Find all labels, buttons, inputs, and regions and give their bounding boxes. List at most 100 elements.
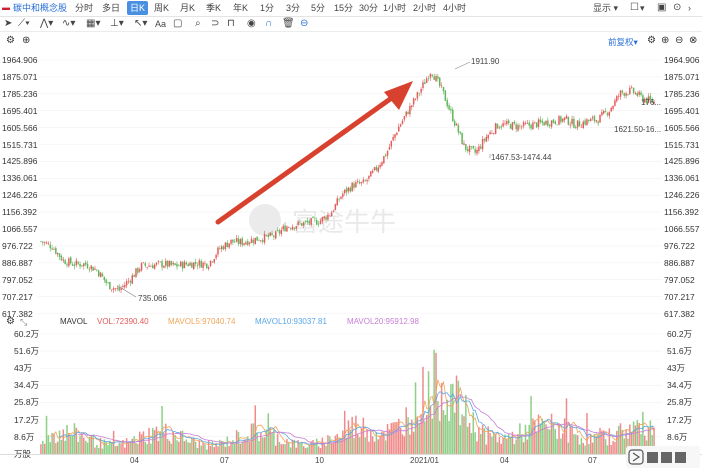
period-tab-13[interactable]: 2小时	[413, 3, 437, 13]
candle-body	[191, 263, 193, 268]
candle-body	[99, 272, 102, 278]
volume-bar	[463, 416, 465, 454]
candle-body	[200, 260, 202, 268]
period-tab-7[interactable]: 1分	[260, 3, 275, 13]
volume-bar	[131, 438, 133, 454]
period-tab-1[interactable]: 多日	[102, 3, 121, 13]
period-tab-6[interactable]: 年K	[233, 3, 249, 13]
volume-bar	[528, 424, 530, 454]
volume-bar	[42, 440, 44, 454]
lock-icon[interactable]: ⊓	[227, 18, 235, 29]
volume-bar	[496, 442, 499, 454]
volume-bar	[219, 439, 221, 454]
volume-bar	[273, 429, 275, 454]
zoom-out-icon[interactable]: ⊖	[675, 35, 684, 46]
period-toolbar: ▬ 碳中和概念股 分时 多日 日K 周K 月K 季K 年K 1分 3分 5分 1…	[0, 0, 702, 17]
period-tab-4[interactable]: 月K	[180, 3, 196, 13]
candle-body	[537, 119, 540, 127]
volume-bar	[487, 426, 489, 454]
volume-chart[interactable]	[0, 328, 702, 454]
volume-bar	[150, 443, 152, 454]
grid-tool-icon[interactable]: ▦▾	[86, 18, 101, 29]
volume-bar	[71, 435, 74, 454]
chevron-down-icon[interactable]: ▾	[640, 3, 645, 13]
candle-body	[604, 110, 607, 112]
candle-body	[569, 124, 571, 126]
candle-body	[94, 268, 96, 270]
price-chart[interactable]: 富途牛牛 1911.90 735.066 1467.53-1474.44 162…	[0, 50, 702, 315]
volume-bar	[457, 380, 460, 454]
volume-bar	[502, 437, 504, 454]
zoom-in-icon[interactable]: ⊕	[661, 35, 670, 46]
period-tab-14[interactable]: 4小时	[443, 3, 467, 13]
trendline-icon[interactable]: ⟋▾	[18, 18, 30, 29]
last-value-marker: 176...	[641, 98, 661, 107]
volume-bar	[226, 436, 229, 454]
candle-body	[502, 123, 504, 127]
period-tab-5[interactable]: 季K	[206, 3, 222, 13]
candle-body	[297, 221, 299, 225]
stock-name[interactable]: 碳中和概念股	[13, 3, 68, 13]
cursor-icon[interactable]: ➤	[4, 18, 13, 29]
display-menu[interactable]: 显示 ▾	[593, 3, 619, 13]
volume-bar	[248, 441, 251, 454]
candle-body	[53, 249, 55, 250]
volume-bar	[360, 428, 363, 454]
arrow-tool-icon[interactable]: ↖▾	[134, 18, 148, 29]
wave-icon[interactable]: ∿▾	[62, 18, 76, 29]
candle-body	[288, 227, 290, 228]
period-tab-8[interactable]: 3分	[286, 3, 301, 13]
volume-bar	[521, 435, 523, 454]
volume-bar	[396, 422, 398, 454]
candle-body	[599, 114, 601, 123]
volume-bar	[332, 442, 335, 454]
settings-gear-icon[interactable]: ⚙	[6, 35, 15, 46]
globe-icon[interactable]: ⊖	[300, 18, 309, 29]
price-tick-l-15: 617.382	[2, 308, 33, 319]
dot-menu-icon[interactable]: ⊙	[673, 2, 682, 13]
layout-icon[interactable]: ▣	[657, 2, 667, 13]
candle-body	[437, 76, 439, 79]
horseshoe-icon[interactable]: ∩	[265, 18, 273, 29]
zoom-icon[interactable]: ⌕	[195, 18, 201, 29]
period-tab-9[interactable]: 5分	[311, 3, 326, 13]
volume-bar	[634, 425, 637, 454]
candle-body	[312, 216, 314, 218]
candle-body	[185, 262, 188, 265]
candle-body	[237, 238, 240, 244]
candle-body	[299, 222, 301, 224]
period-tab-2[interactable]: 日K	[127, 1, 149, 15]
volume-settings-icon[interactable]: ⚙	[6, 316, 15, 327]
magnet-icon[interactable]: ⊃	[211, 18, 220, 29]
adjust-dropdown[interactable]: 前复权▾	[608, 37, 638, 47]
candle-body	[275, 231, 277, 239]
period-tab-11[interactable]: 30分	[359, 3, 379, 13]
candle-body	[245, 242, 247, 245]
volume-bar	[481, 424, 484, 454]
collapse-icon[interactable]: ⤡	[20, 317, 28, 327]
range-mid-label: 1467.53-1474.44	[491, 153, 552, 162]
period-tab-0[interactable]: 分时	[75, 3, 94, 13]
fib-icon[interactable]: ⋀▾	[40, 18, 54, 29]
volume-bar	[599, 427, 601, 454]
candle-body	[619, 90, 622, 97]
close-panel-icon[interactable]: ⊗	[689, 35, 698, 46]
period-tab-10[interactable]: 15分	[334, 3, 354, 13]
plus-circle-icon[interactable]: ⊕	[22, 35, 31, 46]
more-icon[interactable]: ›	[688, 3, 691, 13]
period-tab-3[interactable]: 周K	[154, 3, 170, 13]
text-tool-icon[interactable]: Aa	[155, 19, 167, 29]
comment-icon[interactable]: ▢	[173, 18, 183, 29]
checkbox-icon[interactable]: ☐	[630, 2, 639, 13]
candle-body	[56, 252, 59, 255]
period-tab-12[interactable]: 1小时	[383, 3, 407, 13]
settings-icon-right[interactable]: ⚙	[647, 35, 656, 46]
candle-body	[90, 265, 92, 270]
candle-body	[606, 113, 609, 116]
candle-body	[286, 226, 288, 232]
price-tick-l-7: 1336.061	[2, 173, 38, 184]
eye-icon[interactable]: ◉	[247, 18, 256, 29]
measure-icon[interactable]: ⊥▾	[110, 18, 124, 29]
volume-bar	[584, 445, 586, 454]
trash-icon[interactable]: 🗑	[282, 18, 295, 29]
